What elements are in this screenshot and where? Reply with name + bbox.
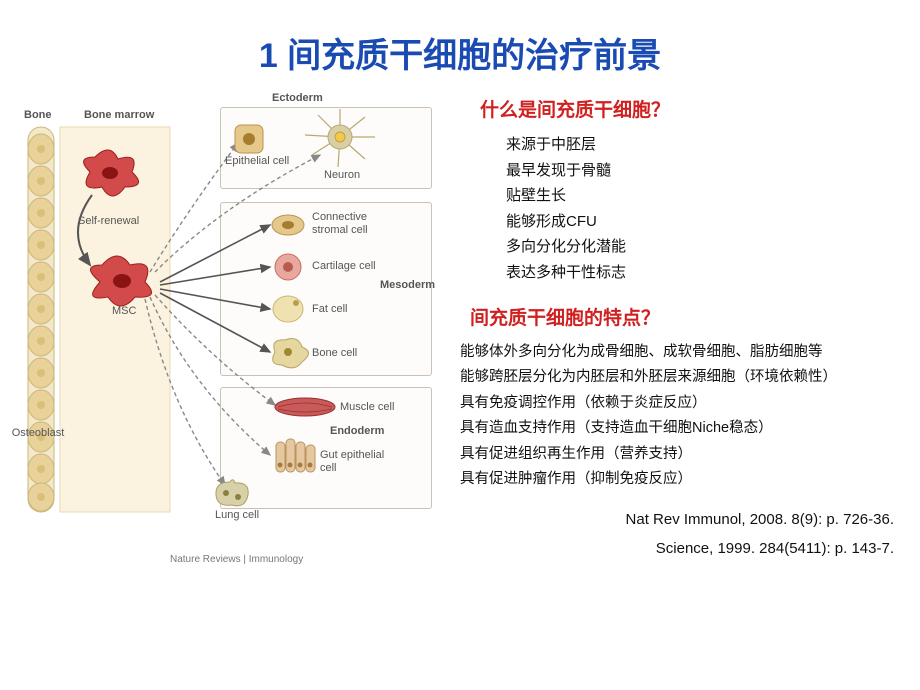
- lbl-neuron: Neuron: [324, 169, 360, 181]
- lung-cell: [216, 480, 248, 506]
- lbl-ecto: Ectoderm: [272, 92, 323, 104]
- neuron-cell: [305, 109, 375, 167]
- lbl-selfrenewal: Self-renewal: [78, 215, 139, 227]
- msc-diagram: Bone Bone marrow Ectoderm Mesoderm Endod…: [20, 87, 450, 567]
- q2-list: 能够体外多向分化为成骨细胞、成软骨细胞、脂肪细胞等 能够跨胚层分化为内胚层和外胚…: [460, 340, 900, 492]
- lbl-cart: Cartilage cell: [312, 260, 376, 272]
- cartilage-cell: [275, 254, 301, 280]
- q2-item: 具有促进组织再生作用（营养支持）: [460, 442, 900, 467]
- q1-item: 贴壁生长: [506, 183, 900, 209]
- lbl-stromal1: Connective: [312, 211, 367, 223]
- q1-item: 最早发现于骨髓: [506, 158, 900, 184]
- epithelial-cell: [235, 125, 263, 153]
- q2-item: 具有造血支持作用（支持造血干细胞Niche稳态）: [460, 416, 900, 441]
- lbl-epi: Epithelial cell: [225, 155, 289, 167]
- question-1: 什么是间充质干细胞？: [480, 95, 900, 122]
- gut-cell: [276, 439, 315, 472]
- q1-item: 表达多种干性标志: [506, 260, 900, 286]
- bone-cell: [273, 339, 309, 368]
- citation-2: Science, 1999. 284(5411): p. 143-7.: [470, 535, 894, 564]
- stromal-cell: [272, 215, 304, 235]
- q2-item: 具有促进肿瘤作用（抑制免疫反应）: [460, 467, 900, 492]
- lbl-bone: Bone: [24, 109, 52, 121]
- q1-item: 来源于中胚层: [506, 132, 900, 158]
- lbl-meso: Mesoderm: [380, 279, 435, 291]
- lbl-muscle: Muscle cell: [340, 401, 394, 413]
- lbl-bonecell: Bone cell: [312, 347, 357, 359]
- diagram-credit: Nature Reviews | Immunology: [170, 554, 303, 565]
- q1-item: 多向分化分化潜能: [506, 234, 900, 260]
- lbl-gut1: Gut epithelial: [320, 449, 384, 461]
- lbl-osteoblast: Osteoblast: [12, 427, 65, 439]
- lbl-stromal2: stromal cell: [312, 224, 368, 236]
- lbl-msc: MSC: [112, 305, 136, 317]
- lbl-endo: Endoderm: [330, 425, 384, 437]
- question-2: 间充质干细胞的特点？: [470, 303, 900, 330]
- q2-item: 具有免疫调控作用（依赖于炎症反应）: [460, 391, 900, 416]
- muscle-cell: [275, 398, 335, 416]
- page-title: 1 间充质干细胞的治疗前景: [0, 0, 920, 87]
- lbl-gut2: cell: [320, 462, 337, 474]
- q1-item: 能够形成CFU: [506, 209, 900, 235]
- citation-1: Nat Rev Immunol, 2008. 8(9): p. 726-36.: [470, 506, 894, 535]
- bone-column: [28, 127, 54, 512]
- q2-item: 能够体外多向分化为成骨细胞、成软骨细胞、脂肪细胞等: [460, 340, 900, 365]
- lbl-lung: Lung cell: [215, 509, 259, 521]
- content-row: Bone Bone marrow Ectoderm Mesoderm Endod…: [0, 87, 920, 567]
- lbl-fat: Fat cell: [312, 303, 347, 315]
- q2-item: 能够跨胚层分化为内胚层和外胚层来源细胞（环境依赖性）: [460, 365, 900, 390]
- q1-list: 来源于中胚层 最早发现于骨髓 贴壁生长 能够形成CFU 多向分化分化潜能 表达多…: [506, 132, 900, 285]
- citations: Nat Rev Immunol, 2008. 8(9): p. 726-36. …: [470, 506, 900, 563]
- right-panel: 什么是间充质干细胞？ 来源于中胚层 最早发现于骨髓 贴壁生长 能够形成CFU 多…: [450, 87, 900, 567]
- lbl-marrow: Bone marrow: [84, 109, 154, 121]
- fat-cell: [273, 296, 303, 322]
